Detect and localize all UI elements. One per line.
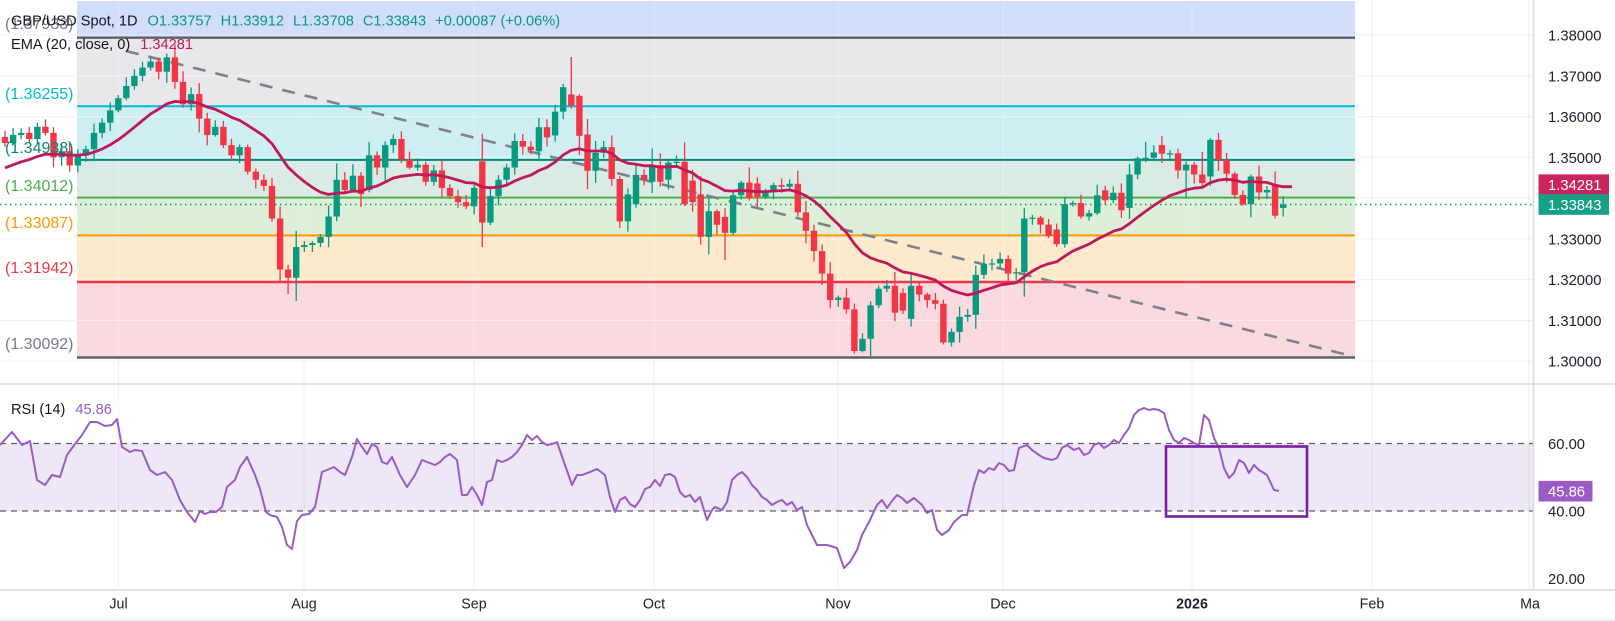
svg-text:(1.33087): (1.33087) (5, 215, 74, 232)
svg-text:Dec: Dec (990, 597, 1015, 613)
svg-text:Aug: Aug (291, 597, 316, 613)
svg-text:40.00: 40.00 (1548, 505, 1585, 521)
svg-text:1.32000: 1.32000 (1548, 273, 1602, 289)
svg-text:1.34281: 1.34281 (1548, 178, 1602, 194)
svg-text:Oct: Oct (643, 597, 665, 613)
svg-text:(1.30092): (1.30092) (5, 336, 74, 353)
svg-text:(1.31942): (1.31942) (5, 260, 74, 277)
svg-text:EMA (20, close, 0)1.34281: EMA (20, close, 0) 1.34281 (11, 37, 193, 53)
svg-text:1.36000: 1.36000 (1548, 110, 1602, 126)
svg-text:60.00: 60.00 (1548, 437, 1585, 453)
svg-text:RSI (14)45.86: RSI (14) 45.86 (11, 402, 112, 418)
svg-text:Feb: Feb (1360, 597, 1385, 613)
svg-text:20.00: 20.00 (1548, 572, 1585, 588)
svg-text:1.38000: 1.38000 (1548, 29, 1602, 45)
svg-text:1.33843: 1.33843 (1548, 198, 1602, 214)
svg-text:1.35000: 1.35000 (1548, 151, 1602, 167)
svg-text:Nov: Nov (825, 597, 851, 613)
svg-text:2026: 2026 (1176, 597, 1208, 613)
svg-text:45.86: 45.86 (1548, 485, 1585, 501)
svg-text:Sep: Sep (461, 597, 486, 613)
svg-text:1.33000: 1.33000 (1548, 232, 1602, 248)
svg-text:1.37000: 1.37000 (1548, 69, 1602, 85)
svg-text:1.30000: 1.30000 (1548, 355, 1602, 371)
svg-text:(1.34938): (1.34938) (5, 140, 74, 157)
svg-text:(1.34012): (1.34012) (5, 178, 74, 195)
svg-text:Ma: Ma (1520, 597, 1540, 613)
svg-text:(1.37933): (1.37933) (5, 16, 74, 33)
svg-text:1.31000: 1.31000 (1548, 314, 1602, 330)
svg-text:Jul: Jul (109, 597, 127, 613)
svg-text:(1.36255): (1.36255) (5, 86, 74, 103)
